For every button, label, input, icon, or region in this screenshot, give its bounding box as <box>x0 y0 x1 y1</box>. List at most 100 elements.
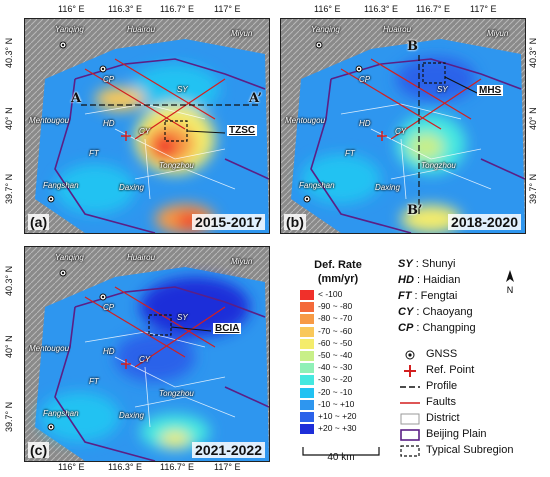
ref-point-marker <box>377 131 387 141</box>
district-entry: CP : Changping <box>398 322 476 336</box>
colorbar-swatch <box>300 363 314 374</box>
place-label: Fangshan <box>43 181 79 190</box>
ref-point-marker <box>121 131 131 141</box>
place-label: FT <box>89 149 99 158</box>
north-arrow-icon: N <box>506 270 514 295</box>
place-label: Daxing <box>375 183 400 192</box>
lon-tick: 116.7° E <box>160 4 194 14</box>
faults-icon <box>400 402 420 404</box>
colorbar-label: -20 ~ -10 <box>318 386 353 397</box>
period-label: 2018-2020 <box>448 214 521 230</box>
map-panel-b: Yanqing Huairou Miyun CP SY HD CY Mentou… <box>280 18 526 234</box>
colorbar-swatch <box>300 424 314 435</box>
subregion-callout: BCIA <box>213 323 242 334</box>
district-name: Chaoyang <box>422 306 473 318</box>
beijing-plain-icon <box>400 429 420 441</box>
place-label: Fangshan <box>299 181 335 190</box>
place-label: Daxing <box>119 411 144 420</box>
colorbar-swatch <box>300 326 314 337</box>
place-label: SY <box>177 85 188 94</box>
map-panel-a: Yanqing Huairou Miyun CP SY HD CY Mentou… <box>24 18 270 234</box>
district-name: Haidian <box>423 274 461 286</box>
typical-subregion-icon <box>400 445 420 457</box>
panel-letter: (c) <box>28 442 50 458</box>
lat-tick: 39.7° N <box>4 401 14 432</box>
lat-tick: 39.7° N <box>4 173 14 204</box>
district-name: Fengtai <box>420 290 458 302</box>
colorbar-swatch <box>300 351 314 361</box>
beijing-plain-boundary <box>54 286 269 461</box>
colorbar-swatch <box>300 302 314 313</box>
colorbar-title-line1: Def. Rate <box>314 259 362 271</box>
place-label: FT <box>89 377 99 386</box>
lon-tick: 117° E <box>214 462 241 472</box>
district-abbr: SY <box>398 258 413 270</box>
district-abbr: CP <box>398 322 414 334</box>
colorbar-label: -40 ~ -30 <box>318 362 353 373</box>
colorbar-class: +10 ~ +20 <box>300 411 390 422</box>
place-label: Tongzhou <box>159 389 194 398</box>
separator: : <box>413 322 423 334</box>
place-label: CY <box>139 127 151 136</box>
symbol-label: Typical Subregion <box>426 444 514 456</box>
lat-tick: 39.7° N <box>528 173 538 204</box>
colorbar-class: -60 ~ -50 <box>300 338 390 349</box>
colorbar-class: -80 ~ -70 <box>300 313 390 325</box>
colorbar-label: -10 ~ +10 <box>318 398 355 409</box>
colorbar-label: -30 ~ -20 <box>318 374 353 385</box>
colorbar-swatch <box>300 399 314 410</box>
period-label: 2015-2017 <box>192 214 265 230</box>
colorbar-class: -70 ~ -60 <box>300 325 390 337</box>
district-boundaries <box>340 103 492 200</box>
place-label: HD <box>359 119 371 128</box>
panel-letter: (a) <box>28 214 50 230</box>
profile-point: A <box>71 91 82 106</box>
district-abbr: CY <box>398 306 414 318</box>
colorbar-class: -50 ~ -40 <box>300 350 390 361</box>
typical-subregion-box <box>148 314 172 336</box>
symbol-label: Beijing Plain <box>426 428 487 440</box>
district-abbr: FT <box>398 290 412 302</box>
separator: : <box>413 274 424 286</box>
subregion-callout: MHS <box>477 85 504 96</box>
colorbar-label: -70 ~ -60 <box>318 325 353 336</box>
district-entry: SY : Shunyi <box>398 258 456 272</box>
symbol-label: District <box>426 412 460 424</box>
place-label: CP <box>103 75 115 84</box>
district-entry: FT : Fengtai <box>398 290 457 304</box>
gnss-icon <box>405 350 415 360</box>
subregion-callout: TZSC <box>227 125 258 136</box>
place-label: Mentougou <box>285 116 326 125</box>
scale-bar <box>302 444 380 456</box>
place-label: Miyun <box>487 29 509 38</box>
district-name: Changping <box>422 322 476 334</box>
place-label: FT <box>345 149 355 158</box>
colorbar-label: +10 ~ +20 <box>318 411 357 421</box>
profile-icon <box>400 386 420 388</box>
separator: : <box>413 306 423 318</box>
panel-letter: (b) <box>284 214 306 230</box>
scale-label: 40 km <box>327 452 355 463</box>
map-panel-c: Yanqing Huairou Miyun CP SY HD CY Mentou… <box>24 246 270 462</box>
place-label: Miyun <box>231 29 253 38</box>
map-c-svg <box>25 247 269 461</box>
place-label: HD <box>103 119 115 128</box>
map-a-svg <box>25 19 269 233</box>
beijing-plain-boundary <box>310 58 525 233</box>
fault-lines <box>84 58 226 140</box>
place-label: Yanqing <box>311 25 340 34</box>
colorbar-swatch <box>300 387 314 398</box>
svg-text:N: N <box>507 285 514 295</box>
place-label: CP <box>359 75 371 84</box>
place-label: Miyun <box>231 257 253 266</box>
colorbar-swatch <box>300 375 314 386</box>
district-boundaries <box>84 331 236 428</box>
district-abbr: HD <box>398 274 414 286</box>
place-label: Tongzhou <box>421 161 456 170</box>
place-label: Mentougou <box>29 116 70 125</box>
symbol-label: Faults <box>426 396 456 408</box>
separator: : <box>411 290 421 302</box>
district-name: Shunyi <box>421 258 456 270</box>
lat-tick: 40° N <box>4 335 14 358</box>
lat-tick: 40° N <box>4 107 14 130</box>
